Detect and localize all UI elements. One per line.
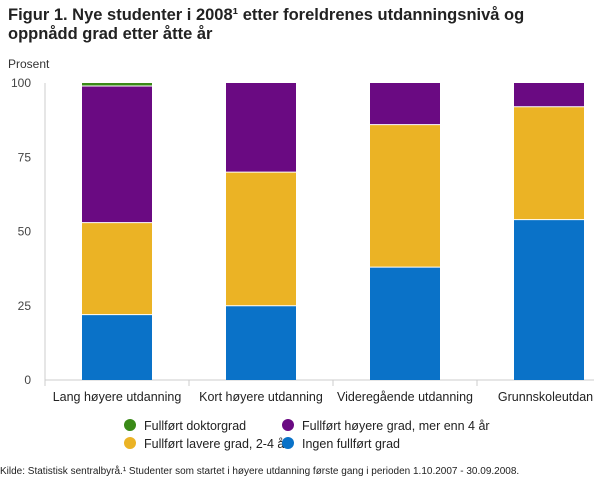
x-category-label: Lang høyere utdanning — [53, 390, 182, 404]
legend-label: Fullført lavere grad, 2-4 år — [144, 437, 289, 451]
source-note: Kilde: Statistisk sentralbyrå.¹ Studente… — [0, 466, 520, 477]
bar-segment — [514, 106, 584, 220]
bar-segment — [226, 172, 296, 306]
y-tick-label: 25 — [18, 299, 32, 313]
x-category-label: Videregående utdanning — [337, 390, 473, 404]
bar-segment — [514, 83, 584, 107]
bar-segment — [82, 85, 152, 223]
legend-marker — [282, 419, 294, 431]
bar-segment — [370, 124, 440, 268]
legend-marker — [282, 437, 294, 449]
y-tick-label: 75 — [18, 150, 32, 164]
legend-marker — [124, 437, 136, 449]
bar-segment — [370, 267, 440, 380]
y-axis-label: Prosent — [8, 57, 50, 71]
bar-segment — [514, 219, 584, 380]
legend-marker — [124, 419, 136, 431]
chart-legend: Fullført doktorgrad Fullført høyere grad,… — [124, 419, 490, 451]
bar-segment — [82, 314, 152, 380]
bar-segment — [226, 83, 296, 173]
x-category-labels: Lang høyere utdanning Kort høyere utdanni… — [53, 390, 594, 404]
chart-title: Figur 1. Nye studenter i 2008¹ etter for… — [8, 6, 525, 43]
bar-segment — [226, 305, 296, 380]
bar-segment — [370, 83, 440, 125]
y-tick-label: 50 — [18, 225, 32, 239]
legend-label: Ingen fullført grad — [302, 437, 400, 451]
bar-segment — [82, 222, 152, 315]
y-tick-label: 0 — [24, 373, 31, 387]
legend-label: Fullført doktorgrad — [144, 419, 246, 433]
x-category-label: Kort høyere utdanning — [199, 390, 323, 404]
x-category-label: Grunnskoleutdann — [498, 390, 594, 404]
y-tick-labels: 0 25 50 75 100 — [11, 76, 31, 387]
legend-label: Fullført høyere grad, mer enn 4 år — [302, 419, 490, 433]
bar-segment — [82, 83, 152, 86]
chart-bars — [82, 83, 584, 380]
y-tick-label: 100 — [11, 76, 31, 90]
stacked-bar-chart: 0 25 50 75 100 Lang høyere utdanning Kort høy… — [11, 76, 594, 451]
